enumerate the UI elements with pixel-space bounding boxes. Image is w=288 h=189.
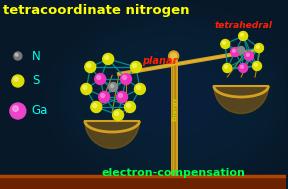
Text: planar: planar (142, 56, 177, 66)
Circle shape (240, 33, 243, 36)
Circle shape (10, 103, 26, 119)
Text: S: S (32, 74, 39, 88)
Circle shape (256, 45, 259, 48)
Circle shape (239, 32, 248, 40)
Circle shape (247, 53, 249, 56)
Circle shape (255, 43, 264, 53)
Circle shape (83, 85, 87, 90)
Circle shape (119, 94, 123, 98)
Circle shape (238, 46, 245, 53)
Circle shape (103, 53, 114, 64)
Circle shape (121, 74, 132, 84)
Circle shape (14, 77, 18, 81)
Circle shape (240, 65, 243, 68)
Circle shape (95, 74, 106, 84)
Circle shape (111, 84, 114, 88)
Ellipse shape (145, 78, 202, 120)
Circle shape (87, 64, 91, 67)
Ellipse shape (59, 15, 288, 184)
Ellipse shape (88, 36, 260, 162)
Ellipse shape (80, 30, 267, 168)
Text: tetracoordinate nitrogen: tetracoordinate nitrogen (3, 4, 190, 17)
Circle shape (254, 63, 257, 66)
Circle shape (85, 61, 96, 73)
Ellipse shape (166, 94, 181, 104)
Circle shape (231, 47, 240, 57)
Circle shape (169, 51, 179, 61)
Ellipse shape (116, 57, 231, 141)
Circle shape (99, 91, 110, 102)
Circle shape (101, 94, 105, 98)
Circle shape (245, 51, 253, 60)
Ellipse shape (45, 4, 288, 189)
Circle shape (109, 83, 118, 91)
Circle shape (113, 109, 124, 121)
Circle shape (117, 91, 128, 102)
Ellipse shape (138, 73, 209, 125)
Circle shape (232, 49, 236, 52)
Circle shape (132, 64, 137, 67)
Circle shape (134, 84, 145, 94)
Wedge shape (85, 121, 139, 149)
Circle shape (115, 112, 119, 115)
Circle shape (13, 106, 18, 111)
Ellipse shape (52, 9, 288, 189)
Circle shape (130, 61, 141, 73)
Circle shape (97, 75, 101, 80)
Ellipse shape (66, 20, 281, 178)
Circle shape (124, 101, 135, 112)
Ellipse shape (102, 46, 245, 152)
Circle shape (123, 75, 126, 80)
Circle shape (239, 64, 248, 73)
Ellipse shape (73, 25, 274, 173)
Circle shape (105, 56, 109, 60)
Bar (0, 175, 286, 177)
Ellipse shape (124, 62, 224, 136)
Ellipse shape (159, 88, 188, 110)
Ellipse shape (95, 41, 253, 157)
Ellipse shape (109, 51, 238, 146)
Circle shape (93, 104, 97, 108)
Bar (0, 175, 286, 189)
Circle shape (137, 85, 141, 90)
Text: tetrahedral: tetrahedral (214, 22, 272, 30)
Text: electron-compensation: electron-compensation (102, 168, 246, 178)
Ellipse shape (131, 67, 217, 131)
Ellipse shape (152, 83, 195, 115)
Circle shape (223, 64, 232, 73)
Circle shape (171, 53, 177, 59)
Wedge shape (214, 86, 268, 114)
Circle shape (14, 52, 22, 60)
Text: Ga: Ga (32, 105, 48, 118)
Circle shape (81, 84, 92, 94)
Circle shape (91, 101, 102, 112)
Text: N: N (32, 50, 41, 63)
Text: Energy: Energy (172, 97, 177, 121)
Circle shape (253, 61, 262, 70)
Circle shape (221, 40, 230, 49)
Circle shape (15, 53, 18, 56)
Circle shape (126, 104, 130, 108)
Circle shape (225, 65, 228, 68)
Circle shape (223, 41, 226, 44)
Circle shape (12, 75, 24, 87)
